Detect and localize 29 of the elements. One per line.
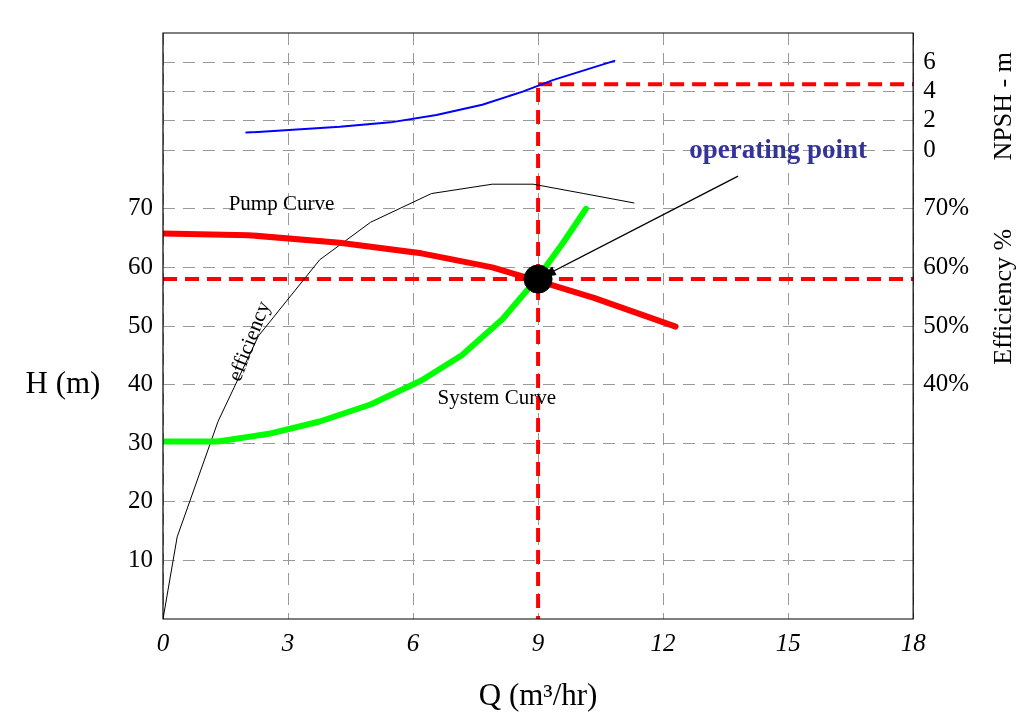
- x-tick-label: 6: [406, 628, 420, 656]
- y3-tick-label: 50%: [923, 310, 969, 338]
- x-tick-label: 3: [280, 628, 295, 656]
- y3-tick-label: 40%: [923, 369, 969, 397]
- y2-tick-label: 2: [923, 105, 936, 133]
- x-tick-label: 12: [650, 628, 676, 656]
- y-tick-label: 40: [128, 369, 153, 397]
- y3-axis-title: Efficiency %: [987, 228, 1017, 365]
- series-label: System Curve: [437, 384, 557, 409]
- y2-axis-title: NPSH - m: [987, 52, 1017, 161]
- y-tick-label: 10: [128, 544, 153, 572]
- y3-tick-label: 70%: [923, 193, 969, 221]
- annotation: operating point: [689, 134, 867, 165]
- y-tick-label: 60: [128, 251, 153, 279]
- x-tick-label: 0: [156, 628, 170, 656]
- y-axis-title: H (m): [25, 364, 101, 400]
- y-tick-label: 70: [128, 193, 153, 221]
- x-tick-label: 9: [531, 628, 545, 656]
- x-axis-title: Q (m³/hr): [478, 677, 598, 713]
- y2-tick-label: 6: [923, 46, 936, 74]
- x-tick-label: 18: [900, 628, 927, 656]
- series-label: Pump Curve: [228, 190, 335, 215]
- y-tick-label: 20: [128, 486, 153, 514]
- y-tick-label: 50: [128, 310, 153, 338]
- y3-tick-label: 60%: [923, 251, 969, 279]
- x-tick-label: 15: [775, 628, 801, 656]
- y2-tick-label: 4: [923, 76, 937, 104]
- y-tick-label: 30: [128, 427, 153, 455]
- y2-tick-label: 0: [923, 134, 936, 162]
